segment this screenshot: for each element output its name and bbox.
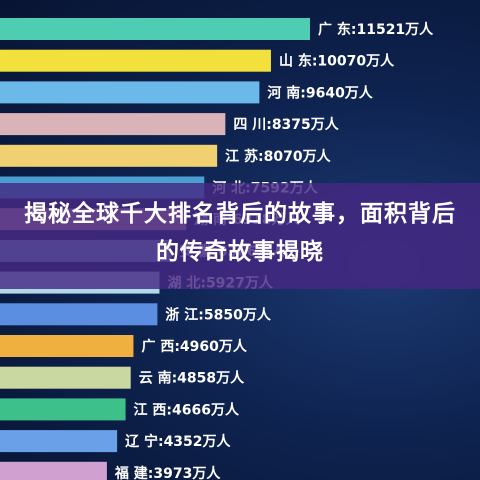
bar-label-0: 广 东:11521万人 <box>318 21 434 38</box>
title-banner: 揭秘全球千大排名背后的故事，面积背后的传奇故事揭晓 <box>0 183 480 289</box>
bar-1 <box>0 49 271 72</box>
bar-label-9: 浙 江:5850万人 <box>165 306 271 323</box>
bar-label-2: 河 南:9640万人 <box>267 84 373 101</box>
bar-label-3: 四 川:8375万人 <box>233 116 339 133</box>
bar-14 <box>0 461 107 480</box>
bar-2 <box>0 81 260 104</box>
bar-label-12: 江 西:4666万人 <box>134 401 240 418</box>
banner-title: 揭秘全球千大排名背后的故事，面积背后的传奇故事揭晓 <box>24 201 456 265</box>
bar-4 <box>0 144 218 167</box>
bar-12 <box>0 398 126 421</box>
bar-label-14: 福 建:3973万人 <box>114 465 221 480</box>
bar-0 <box>0 18 310 40</box>
bar-9 <box>0 303 158 326</box>
bar-3 <box>0 113 226 136</box>
bar-label-11: 云 南:4858万人 <box>139 370 245 387</box>
bar-label-13: 辽 宁:4352万人 <box>125 433 231 450</box>
bar-label-10: 广 西:4960万人 <box>141 338 247 355</box>
bar-10 <box>0 335 134 357</box>
bar-label-1: 山 东:10070万人 <box>279 53 395 70</box>
bar-13 <box>0 430 118 453</box>
bar-11 <box>0 366 131 389</box>
bar-label-4: 江 苏:8070万人 <box>225 148 331 165</box>
